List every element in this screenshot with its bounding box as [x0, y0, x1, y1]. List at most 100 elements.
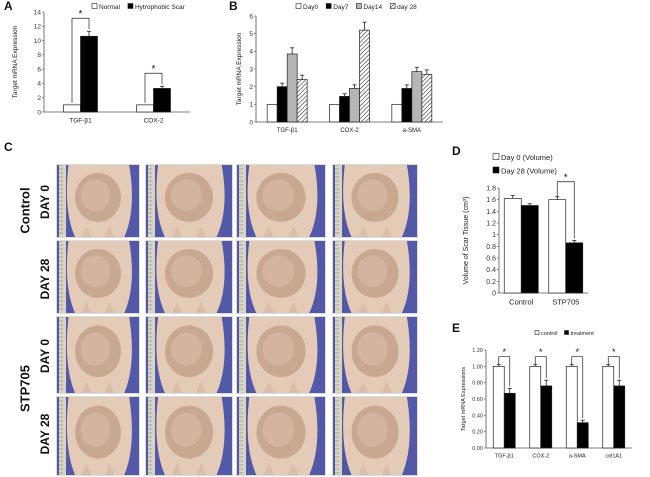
legend-swatch	[91, 3, 98, 9]
bar	[276, 86, 288, 123]
legend-swatch	[564, 330, 569, 335]
y-tick-label: 0.60	[472, 397, 483, 403]
mouse-photo-stp705-day28	[145, 396, 233, 476]
legend-swatch	[356, 3, 362, 9]
significance-bracket	[144, 72, 163, 103]
y-tick-label: 1.4	[486, 209, 496, 216]
bar	[565, 365, 578, 449]
mouse-photo-control-day0	[332, 164, 418, 238]
bar	[520, 205, 539, 294]
row-label-day0-control: DAY 0	[38, 184, 52, 220]
y-tick-label: 1.00	[472, 364, 483, 370]
x-category-label: COX-2	[532, 454, 549, 460]
bar	[540, 385, 553, 449]
y-tick-label: 6	[249, 13, 253, 20]
legend-label: Day 28 (Volume)	[501, 167, 557, 176]
mouse-photo-stp705-day0	[332, 316, 418, 394]
y-tick-label: 8	[37, 52, 41, 59]
x-category-label: COX-2	[340, 128, 359, 134]
mouse-photo-control-day28	[332, 240, 418, 314]
significance-bracket	[71, 17, 90, 103]
y-tick-label: 0	[249, 119, 253, 126]
significance-bracket	[556, 181, 575, 239]
y-tick-label: 1	[249, 102, 253, 109]
legend-swatch	[325, 3, 332, 9]
group-label-control: Control	[17, 187, 33, 234]
significance-bracket	[498, 356, 511, 387]
significance-star: *	[539, 347, 543, 357]
mouse-photo-control-day0	[236, 164, 326, 238]
bar	[529, 365, 542, 449]
y-tick-label: 1.6	[486, 197, 496, 204]
y-tick-label: 0.8	[486, 244, 496, 251]
bar	[421, 73, 433, 123]
y-tick-label: 0.20	[472, 430, 483, 436]
legend-label: Normal	[99, 4, 121, 11]
bar	[359, 29, 370, 123]
significance-star: *	[502, 347, 506, 357]
bar	[136, 104, 154, 113]
y-axis-label: Target mRNA Expression	[236, 32, 243, 105]
mouse-photo-control-day28	[145, 240, 233, 314]
mouse-photo-stp705-day28	[332, 396, 418, 476]
significance-star: *	[152, 64, 156, 75]
mouse-photo-grid	[56, 164, 424, 476]
bar	[391, 103, 403, 123]
bar	[401, 88, 413, 123]
x-category-label: TGF-β1	[69, 118, 92, 125]
x-category-label: TGF-β1	[277, 128, 298, 134]
legend-swatch	[492, 153, 500, 160]
significance-bracket	[571, 356, 584, 419]
legend-label: Hytrophobic Scar	[135, 4, 186, 11]
y-tick-label: 0	[492, 290, 496, 297]
panel-label-c: C	[4, 140, 13, 154]
y-tick-label: 4	[37, 81, 41, 88]
y-tick-label: 4	[249, 49, 253, 56]
legend-label: Day14	[363, 4, 382, 11]
y-tick-label: 1.2	[486, 220, 496, 227]
bar	[613, 385, 626, 449]
mouse-photo-stp705-day0	[145, 316, 233, 394]
bar	[286, 53, 298, 123]
chart-a: 0 2 4 6 8 10 12 14 Target mRNA Expression TGF-β1 *…	[12, 3, 190, 125]
mouse-photo-stp705-day0	[56, 316, 140, 394]
bar	[411, 71, 423, 123]
mouse-photo-stp705-day0	[236, 316, 326, 394]
significance-bracket	[607, 356, 620, 379]
significance-star: *	[564, 172, 568, 183]
mouse-photo-stp705-day28	[236, 396, 326, 476]
panel-label-e: E	[452, 321, 461, 335]
chart-e: 0.00 0.20 0.40 0.60 0.80 1.00 1.20 Target mRNA …	[461, 330, 632, 460]
y-tick-label: 0.6	[486, 255, 496, 262]
bar	[503, 392, 516, 449]
legend-swatch	[295, 3, 302, 9]
bar	[548, 199, 567, 294]
y-tick-label: 14	[34, 9, 42, 16]
y-tick-label: 5	[249, 31, 253, 38]
legend-label: Day 0 (Volume)	[501, 153, 553, 162]
panel-label-b: B	[229, 0, 238, 13]
y-tick-label: 1	[492, 232, 496, 239]
chart-d: 0 0.2 0.4 0.6 0.8 1 1.2 1.4 1.6 1.8 Volume of Scar…	[463, 153, 588, 307]
bar	[339, 96, 350, 123]
y-tick-label: 0.2	[486, 279, 496, 286]
legend-swatch	[492, 166, 500, 174]
y-tick-label: 0.40	[472, 413, 483, 419]
bar	[80, 35, 98, 113]
legend-label: day 28	[397, 4, 417, 11]
legend-swatch	[127, 3, 134, 9]
bar	[576, 422, 589, 449]
bar	[63, 104, 81, 113]
mouse-photo-stp705-day28	[56, 396, 140, 476]
group-label-stp705: STP705	[17, 365, 33, 412]
legend-label: control	[541, 331, 558, 337]
x-category-label: Control	[509, 298, 534, 307]
panel-label-a: A	[4, 0, 13, 13]
y-tick-label: 0.80	[472, 381, 483, 387]
bar	[296, 79, 308, 123]
significance-star: *	[612, 347, 616, 357]
x-category-label: a-SMA	[569, 454, 586, 460]
x-category-label: a-SMA	[403, 128, 421, 134]
row-label-day0-stp705: DAY 0	[38, 338, 52, 374]
bar	[153, 88, 171, 113]
